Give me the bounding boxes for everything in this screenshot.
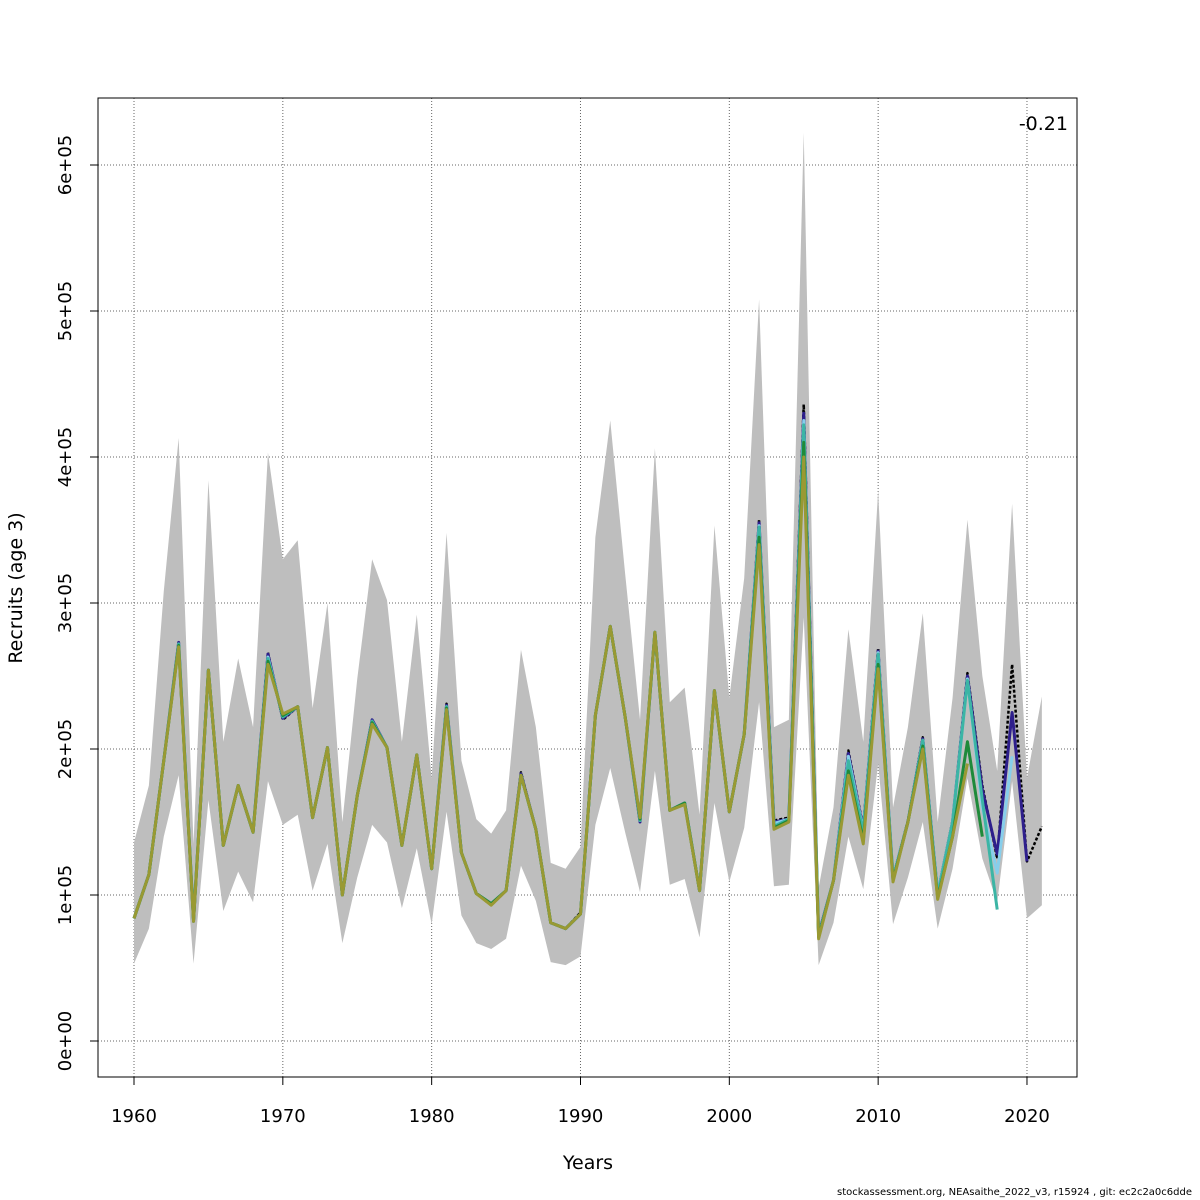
- x-tick-label: 2000: [706, 1106, 752, 1127]
- grid: [98, 98, 1077, 1077]
- x-axis-label: Years: [562, 1152, 613, 1174]
- plot-frame: [97, 97, 1078, 1078]
- confidence-band: [134, 132, 1042, 966]
- y-axis-label: Recruits (age 3): [5, 512, 27, 663]
- x-tick-label: 1980: [409, 1106, 455, 1127]
- y-axis: 0e+00 1e+05 2e+05 3e+05 4e+05 5e+05 6e+05: [55, 135, 98, 1072]
- series-line-5: [132, 455, 969, 941]
- series-lines: [132, 403, 1044, 941]
- footer-credit: stockassessment.org, NEAsaithe_2022_v3, …: [837, 1187, 1192, 1198]
- x-tick-label: 1990: [558, 1106, 604, 1127]
- x-tick-label: 2020: [1004, 1106, 1050, 1127]
- x-tick-label: 2010: [855, 1106, 901, 1127]
- x-tick-label: 1960: [111, 1106, 157, 1127]
- y-tick-label: 6e+05: [55, 135, 76, 196]
- x-axis: 1960 1970 1980 1990 2000 2010 2020: [111, 1077, 1050, 1127]
- confidence-band-area: [134, 132, 1042, 966]
- y-tick-label: 3e+05: [55, 573, 76, 634]
- y-tick-label: 4e+05: [55, 427, 76, 488]
- y-tick-label: 5e+05: [55, 281, 76, 342]
- mohns-rho-annotation: -0.21: [1019, 113, 1068, 135]
- y-tick-label: 1e+05: [55, 865, 76, 926]
- y-tick-label: 0e+00: [55, 1011, 76, 1072]
- x-tick-label: 1970: [260, 1106, 306, 1127]
- y-tick-label: 2e+05: [55, 719, 76, 780]
